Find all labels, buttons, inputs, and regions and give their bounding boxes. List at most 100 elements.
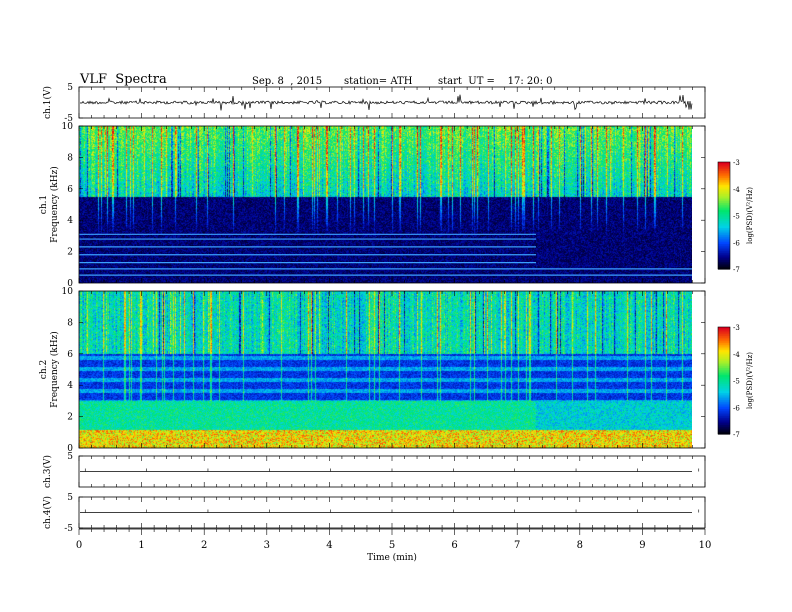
spec2-colorbar-cell [718, 350, 730, 353]
spec2-colorbar-cell [718, 366, 730, 369]
spec2-colorbar-cell [718, 401, 730, 405]
spec1-colorbar-cell [718, 210, 730, 213]
spec2-colorbar-cell [718, 400, 730, 403]
spec1-colorbar-cell [718, 231, 730, 234]
spec2-colorbar-cell [718, 378, 730, 382]
spec2-colorbar-cell [718, 351, 730, 355]
spec1-colorbar-label: log(PSD)(V²/Hz) [746, 187, 754, 244]
spec1-colorbar-cell [718, 178, 730, 181]
spec1-colorbar-cell [718, 195, 730, 199]
spec2-colorbar-tick-label: -5 [733, 378, 740, 386]
time-axis-label: Time (min) [367, 552, 417, 563]
spec2-colorbar-cell [718, 355, 730, 358]
spec2-colorbar-cell [718, 396, 730, 399]
time-axis-tick-label: 9 [639, 540, 645, 551]
spec2-colorbar-cell [718, 416, 730, 419]
spec2-colorbar-cell [718, 353, 730, 357]
spec1-ytick-label: 8 [67, 153, 73, 163]
spec2-colorbar-cell [718, 359, 730, 362]
spec1-colorbar-cell [718, 247, 730, 250]
spec2-colorbar-cell [718, 394, 730, 398]
spec2-colorbar-cell [718, 384, 730, 387]
spec2-colorbar-tick-label: -3 [733, 324, 740, 332]
spec1-colorbar-cell [718, 208, 730, 211]
spec1-colorbar-cell [718, 236, 730, 240]
spec1-colorbar-cell [718, 174, 730, 177]
spec1-colorbar-cell [718, 219, 730, 222]
spec1-colorbar-cell [718, 244, 730, 247]
spec2-colorbar-tick-label: -6 [733, 404, 740, 412]
spec1-colorbar-cell [718, 204, 730, 208]
spec2-colorbar-cell [718, 417, 730, 421]
spec1-colorbar-cell [718, 265, 730, 268]
spec2-colorbar-cell [718, 387, 730, 391]
spec1-colorbar-cell [718, 238, 730, 242]
spec2-colorbar-cell [718, 419, 730, 423]
spec1-colorbar-cell [718, 185, 730, 188]
spec2-colorbar-cell [718, 407, 730, 410]
spec1-colorbar-tick-label: -6 [733, 239, 740, 247]
time-axis-tick-label: 8 [577, 540, 583, 551]
time-axis-tick-label: 3 [264, 540, 270, 551]
spec2-colorbar-cell [718, 421, 730, 424]
time-axis-tick-label: 4 [326, 540, 332, 551]
time-axis-tick-label: 2 [201, 540, 207, 551]
spec2-colorbar-cell [718, 392, 730, 396]
spec1-colorbar-cell [718, 227, 730, 231]
time-axis-tick-label: 5 [389, 540, 395, 551]
spec1-colorbar-cell [718, 222, 730, 226]
spec2-colorbar-cell [718, 341, 730, 344]
spec2-ylabel: Frequency (kHz) [49, 331, 60, 408]
ch1-trace [79, 94, 693, 111]
spec2-colorbar-label: log(PSD)(V²/Hz) [746, 352, 754, 409]
spec1-ytick-label: 4 [67, 216, 73, 226]
spec1-colorbar-cell [718, 167, 730, 170]
spec1-colorbar-cell [718, 203, 730, 206]
spec2-colorbar-cell [718, 391, 730, 394]
spec2-colorbar-cell [718, 343, 730, 346]
spec1-colorbar-cell [718, 263, 730, 267]
spec2-colorbar-cell [718, 425, 730, 428]
spec2-colorbar-cell [718, 428, 730, 432]
spec1-colorbar-cell [718, 206, 730, 209]
spec2-colorbar-cell [718, 364, 730, 367]
spec1-colorbar-cell [718, 258, 730, 261]
spec2-ytick-label: 6 [67, 350, 73, 360]
ch4-waveform-panel: 5 -5 ch.4(V) [42, 493, 706, 534]
spec1-colorbar-cell [718, 179, 730, 183]
spec1-colorbar-cell [718, 267, 730, 270]
ch3-ytick-label: 5 [67, 452, 73, 462]
spec2-colorbar-cell [718, 330, 730, 333]
ch1-waveform-panel: 5 -5 ch.1(V) [42, 83, 706, 124]
date-label: Sep. 8 , 2015 [252, 76, 323, 87]
spec2-colorbar-cell [718, 371, 730, 374]
spec2-ytick-label: 2 [67, 413, 73, 423]
spec1-colorbar-tick-label: -7 [733, 266, 740, 274]
spec2-colorbar-cell [718, 385, 730, 389]
spec2-colorbar-cell [718, 430, 730, 433]
spec1-colorbar-cell [718, 194, 730, 197]
spec1-colorbar-cell [718, 256, 730, 259]
spec1-colorbar-cell [718, 249, 730, 252]
chart-title: VLF Spectra [80, 72, 167, 87]
spec2-colorbar-cell [718, 362, 730, 366]
station-label: station= ATH [344, 76, 413, 87]
spec1-colorbar-tick-label: -3 [733, 159, 740, 167]
spec1-spectrogram-image [79, 126, 692, 283]
spec1-colorbar-cell [718, 245, 730, 249]
spec1-colorbar-cell [718, 163, 730, 167]
spec2-colorbar-cell [718, 357, 730, 360]
spec1-colorbar-cell [718, 213, 730, 217]
spec2-colorbar-cell [718, 380, 730, 383]
spec2-colorbar-cell [718, 327, 730, 330]
spec1-colorbar-cell [718, 201, 730, 204]
spec2-colorbar-cell [718, 409, 730, 412]
spec2-colorbar-cell [718, 426, 730, 430]
spec1-colorbar-cell [718, 217, 730, 220]
spec1-colorbar-cell [718, 162, 730, 165]
spec2-colorbar-cell [718, 382, 730, 385]
ch4-ylabel: ch.4(V) [42, 496, 53, 529]
spec2-colorbar-cell [718, 346, 730, 349]
spec2-colorbar-cell [718, 414, 730, 417]
